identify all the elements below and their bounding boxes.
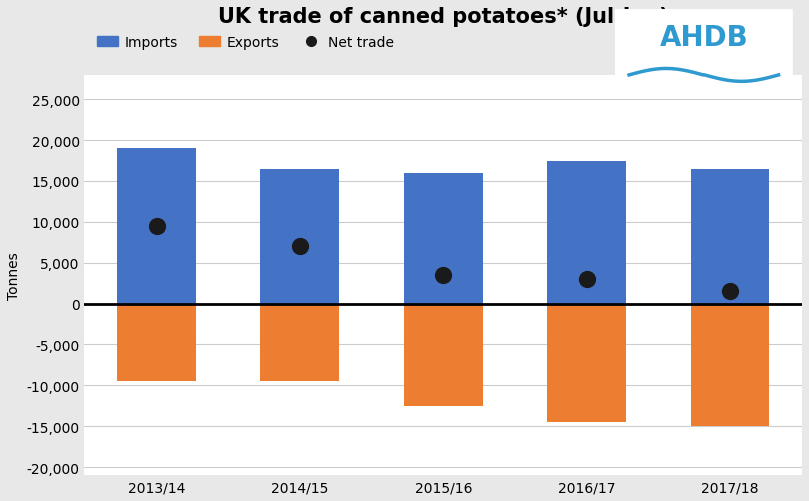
Point — [723, 288, 736, 296]
Bar — [547, 304, 626, 422]
Bar — [547, 161, 626, 304]
Legend: Imports, Exports, Net trade: Imports, Exports, Net trade — [91, 31, 400, 56]
Bar — [404, 304, 483, 406]
Y-axis label: Tonnes: Tonnes — [7, 252, 21, 299]
Point — [294, 243, 307, 251]
Point — [580, 276, 593, 284]
Point — [437, 272, 450, 280]
Point — [150, 222, 163, 230]
Bar — [117, 149, 196, 304]
Bar — [117, 304, 196, 381]
FancyBboxPatch shape — [615, 10, 793, 90]
Bar — [691, 169, 769, 304]
Title: UK trade of canned potatoes* (Jul-Jan): UK trade of canned potatoes* (Jul-Jan) — [218, 7, 669, 27]
Bar — [404, 173, 483, 304]
Text: AHDB: AHDB — [659, 24, 748, 52]
Bar — [260, 304, 339, 381]
Bar — [260, 169, 339, 304]
Bar — [691, 304, 769, 426]
